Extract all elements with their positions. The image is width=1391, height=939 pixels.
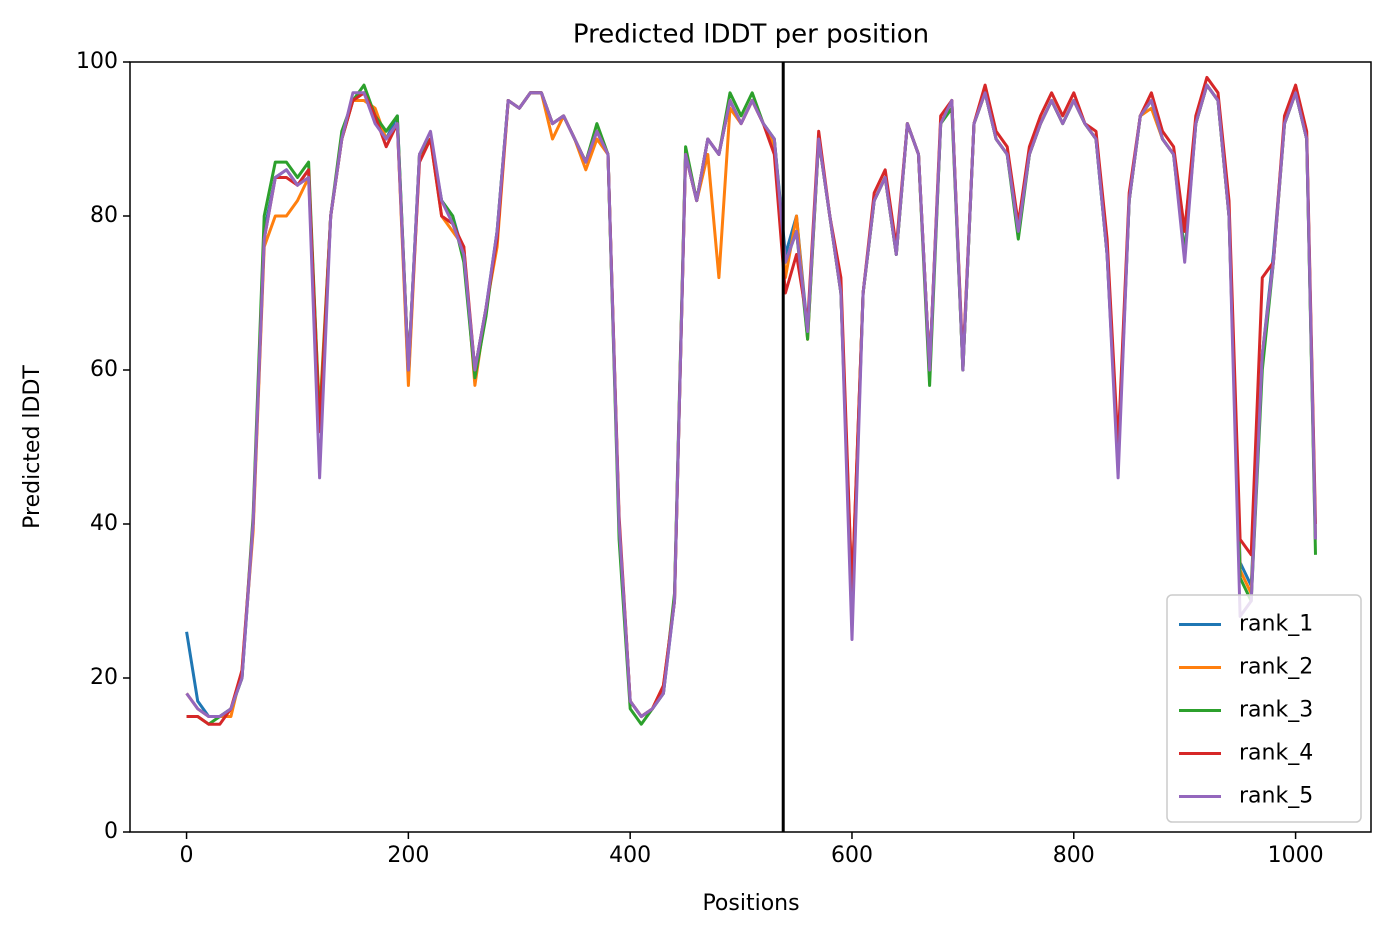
- x-tick-label: 200: [387, 843, 429, 868]
- legend-label: rank_2: [1239, 655, 1313, 680]
- legend-box: [1166, 594, 1362, 823]
- y-tick-label: 40: [90, 511, 118, 536]
- series-line: [185, 83, 1317, 718]
- series-line: [186, 83, 1317, 726]
- series-line: [185, 83, 1317, 718]
- legend-label: rank_3: [1239, 698, 1313, 723]
- plot-frame: [129, 61, 1372, 833]
- legend-label: rank_1: [1239, 612, 1313, 637]
- y-axis-label: Predicted lDDT: [20, 365, 45, 529]
- y-tick-label: 100: [76, 49, 118, 74]
- series-line: [185, 83, 1317, 718]
- y-tick-label: 0: [104, 819, 118, 844]
- legend-label: rank_5: [1239, 784, 1313, 809]
- x-tick-label: 1000: [1268, 843, 1324, 868]
- x-tick-label: 400: [609, 843, 651, 868]
- y-tick-label: 80: [90, 203, 118, 228]
- x-tick-label: 800: [1053, 843, 1095, 868]
- x-tick-label: 0: [180, 843, 194, 868]
- x-tick-label: 600: [831, 843, 873, 868]
- y-tick-label: 60: [90, 357, 118, 382]
- legend-label: rank_4: [1239, 741, 1313, 766]
- x-axis-label: Positions: [702, 891, 799, 916]
- y-tick-label: 20: [90, 665, 118, 690]
- series-line: [186, 75, 1317, 726]
- chart-title: Predicted lDDT per position: [573, 20, 929, 50]
